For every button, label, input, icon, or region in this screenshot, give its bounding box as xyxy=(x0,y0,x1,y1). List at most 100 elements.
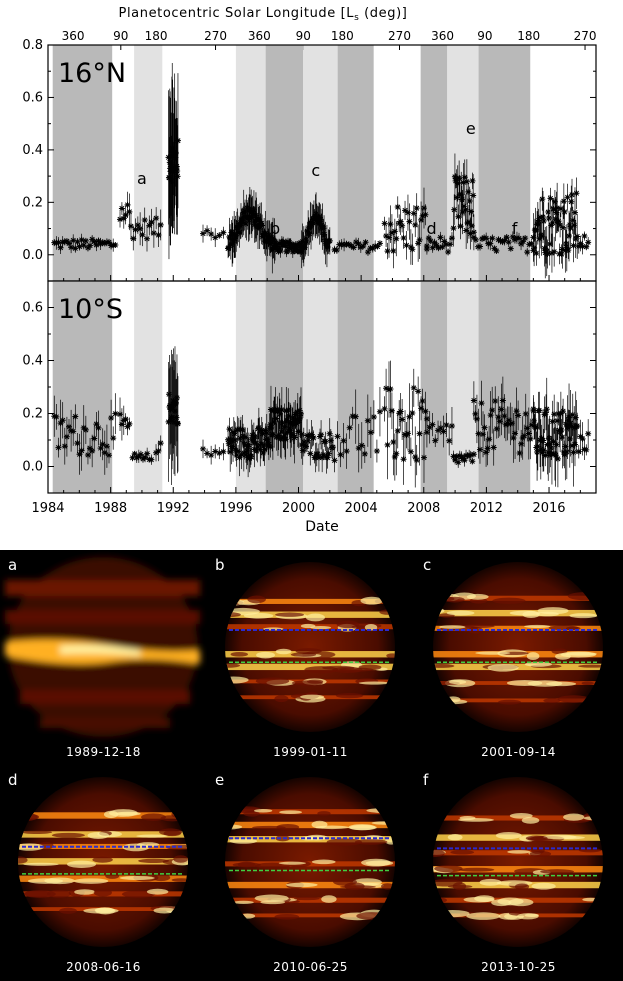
data-point xyxy=(507,245,514,252)
data-point xyxy=(66,240,73,247)
data-point xyxy=(126,208,133,215)
data-point xyxy=(394,427,401,434)
data-point xyxy=(70,428,77,435)
data-point xyxy=(583,446,590,453)
image-date: 1999-01-11 xyxy=(273,745,348,759)
shaded-band-dark xyxy=(478,281,531,493)
data-point xyxy=(324,243,331,250)
data-point xyxy=(172,149,179,156)
data-point xyxy=(420,205,427,212)
cloud-feature xyxy=(23,890,56,898)
cloud-feature xyxy=(466,912,501,920)
cloud-feature xyxy=(46,889,72,898)
data-point xyxy=(269,246,276,253)
x-tick-label: 2000 xyxy=(282,501,315,516)
cloud-feature xyxy=(521,817,540,824)
data-point xyxy=(560,224,567,231)
cloud-feature xyxy=(274,695,289,703)
data-point xyxy=(470,397,477,404)
data-point xyxy=(528,240,535,247)
data-point xyxy=(208,452,215,459)
cloud-feature xyxy=(256,651,275,659)
disk-body xyxy=(433,777,603,947)
cloud-band xyxy=(18,812,188,819)
y-tick-label: 0.0 xyxy=(22,460,43,475)
data-point xyxy=(549,219,556,226)
data-point xyxy=(403,242,410,249)
cloud-feature xyxy=(119,875,155,880)
data-point xyxy=(122,416,129,423)
data-point xyxy=(235,220,242,227)
top-tick-label: 360 xyxy=(248,29,271,43)
data-point xyxy=(260,449,267,456)
cloud-feature xyxy=(514,883,530,890)
data-point xyxy=(262,230,269,237)
cloud-feature xyxy=(386,653,395,659)
data-point xyxy=(321,231,328,238)
cloud-feature xyxy=(348,824,376,831)
data-point xyxy=(284,247,291,254)
data-point xyxy=(287,427,294,434)
disk-body xyxy=(433,562,603,732)
data-point xyxy=(291,434,298,441)
data-point xyxy=(320,225,327,232)
x-tick-label: 1984 xyxy=(31,501,64,516)
data-point xyxy=(455,213,462,220)
cloud-feature xyxy=(247,595,266,604)
data-point xyxy=(402,207,409,214)
data-point xyxy=(540,214,547,221)
data-point xyxy=(297,414,304,421)
data-point xyxy=(435,427,442,434)
cloud-band xyxy=(225,598,395,604)
data-point xyxy=(260,441,267,448)
data-point xyxy=(360,243,367,250)
data-point xyxy=(391,228,398,235)
cloud-feature xyxy=(444,596,465,603)
data-point xyxy=(510,434,517,441)
cloud-feature xyxy=(253,809,273,813)
data-point xyxy=(477,243,484,250)
data-point xyxy=(390,439,397,446)
cloud-feature xyxy=(311,859,336,865)
data-point xyxy=(501,237,508,244)
cloud-feature xyxy=(317,811,331,816)
cloud-feature xyxy=(446,610,475,616)
data-point xyxy=(106,239,113,246)
data-point xyxy=(268,234,275,241)
top-tick-label: 90 xyxy=(113,29,128,43)
data-point xyxy=(155,232,162,239)
data-point xyxy=(243,447,250,454)
data-point xyxy=(551,248,558,255)
data-point xyxy=(255,424,262,431)
image-letter: e xyxy=(215,771,225,789)
data-point xyxy=(419,212,426,219)
annotation-c: c xyxy=(311,161,320,180)
data-point xyxy=(282,239,289,246)
data-point xyxy=(548,222,555,229)
cloud-feature xyxy=(275,612,305,617)
data-point xyxy=(383,385,390,392)
data-point xyxy=(317,216,324,223)
data-point xyxy=(276,410,283,417)
image-date: 2010-06-25 xyxy=(273,960,348,974)
data-point xyxy=(559,246,566,253)
data-point xyxy=(248,214,255,221)
data-point xyxy=(433,242,440,249)
data-point xyxy=(409,246,416,253)
data-point xyxy=(491,245,498,252)
data-point xyxy=(91,435,98,442)
data-point xyxy=(357,244,364,251)
data-point xyxy=(273,243,280,250)
cloud-feature xyxy=(295,648,322,655)
data-point xyxy=(260,233,267,240)
data-point xyxy=(299,238,306,245)
annotation-d: d xyxy=(427,219,437,238)
cloud-feature xyxy=(479,878,502,886)
data-point xyxy=(563,244,570,251)
data-point xyxy=(393,450,400,457)
shaded-band-light xyxy=(303,281,338,493)
data-point xyxy=(268,424,275,431)
data-point xyxy=(470,234,477,241)
data-point xyxy=(157,221,164,228)
data-point xyxy=(82,426,89,433)
